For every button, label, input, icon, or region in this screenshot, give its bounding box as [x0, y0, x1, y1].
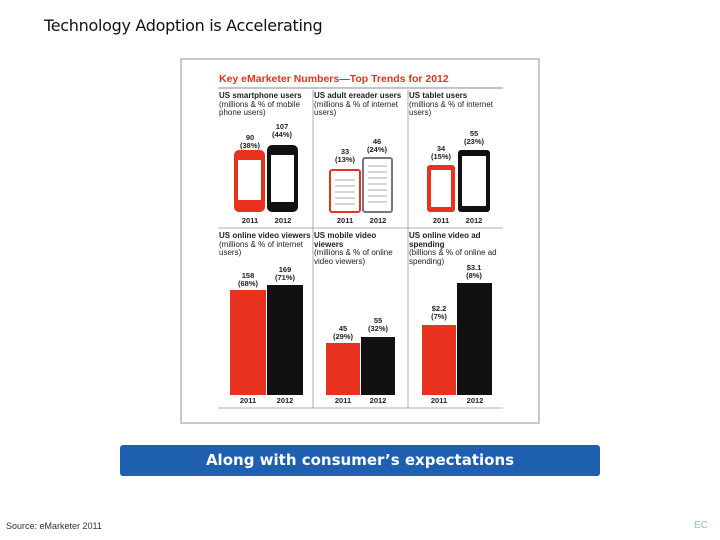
ereader-icon: [329, 169, 361, 213]
panel-subtitle: (millions & % of internet users): [314, 99, 399, 117]
banner: Along with consumer’s expectations: [120, 445, 600, 476]
slide-title: Technology Adoption is Accelerating: [44, 16, 323, 35]
panel-title-main: US smartphone users: [219, 91, 302, 100]
value-label: 33 (13%): [325, 148, 365, 164]
value: $3.1: [466, 263, 482, 272]
year-label: 2012: [466, 396, 484, 405]
value-label: 45 (29%): [323, 325, 363, 341]
share: (71%): [274, 273, 295, 282]
share: (13%): [334, 155, 355, 164]
tablet-screen: [462, 156, 486, 206]
share: (15%): [430, 152, 451, 161]
panel-title: US tablet users (millions & % of internet…: [409, 91, 501, 118]
year-label: 2011: [241, 216, 259, 225]
value: 55: [469, 129, 479, 138]
value-label: 90 (38%): [230, 134, 270, 150]
share: (68%): [237, 279, 258, 288]
panel-subtitle: (millions & % of online video viewers): [314, 248, 393, 266]
panel-title-main: US mobile video viewers: [314, 231, 377, 249]
value: 34: [436, 144, 446, 153]
value-label: 107 (44%): [262, 123, 302, 139]
panel-subtitle: (millions & % of internet users): [219, 239, 304, 257]
bar: [230, 290, 266, 395]
share: (8%): [466, 271, 482, 280]
share: (44%): [271, 130, 292, 139]
panel-title: US online video ad spending (billions & %…: [409, 231, 501, 266]
panel-title: US mobile video viewers (millions & % of …: [314, 231, 406, 266]
year-label: 2011: [336, 216, 354, 225]
year-label: 2012: [465, 216, 483, 225]
share: (29%): [332, 332, 353, 341]
phone-screen: [271, 155, 294, 202]
value-label: $2.2 (7%): [419, 305, 459, 321]
panel-subtitle: (billions & % of online ad spending): [409, 248, 497, 266]
year-label: 2012: [369, 216, 387, 225]
panel-title: US smartphone users (millions & % of mobi…: [219, 91, 311, 118]
year-label: 2012: [369, 396, 387, 405]
infographic-heading: Key eMarketer Numbers—Top Trends for 201…: [219, 73, 449, 85]
tablet-screen: [431, 170, 451, 207]
bar: [267, 285, 303, 395]
value-label: $3.1 (8%): [454, 264, 494, 280]
year-label: 2011: [432, 216, 450, 225]
share: (38%): [239, 141, 260, 150]
year-label: 2012: [274, 216, 292, 225]
value: 33: [340, 147, 350, 156]
panel-title: US adult ereader users (millions & % of i…: [314, 91, 406, 118]
share: (24%): [366, 145, 387, 154]
share: (23%): [463, 137, 484, 146]
value: $2.2: [431, 304, 447, 313]
value-label: 46 (24%): [357, 138, 397, 154]
value-label: 158 (68%): [228, 272, 268, 288]
value: 158: [241, 271, 255, 280]
bar: [422, 325, 456, 395]
value: 169: [278, 265, 292, 274]
year-label: 2011: [334, 396, 352, 405]
panel-subtitle: (millions & % of mobile phone users): [219, 99, 300, 117]
panel-title: US online video viewers (millions & % of …: [219, 231, 311, 258]
bar: [361, 337, 395, 395]
text-lines: [335, 165, 387, 205]
panel-title-main: US tablet users: [409, 91, 468, 100]
value: 46: [372, 137, 382, 146]
value-label: 34 (15%): [421, 145, 461, 161]
footer-mark: EC: [694, 520, 708, 531]
bar: [457, 283, 492, 395]
share: (32%): [367, 324, 388, 333]
panel-subtitle: (millions & % of internet users): [409, 99, 494, 117]
value-label: 55 (23%): [454, 130, 494, 146]
source-note: Source: eMarketer 2011: [6, 521, 102, 531]
value: 107: [275, 122, 289, 131]
phone-screen: [238, 160, 261, 200]
year-label: 2011: [430, 396, 448, 405]
value-label: 55 (32%): [358, 317, 398, 333]
panel-title-main: US online video viewers: [219, 231, 311, 240]
panel-title-main: US online video ad spending: [409, 231, 481, 249]
year-label: 2012: [276, 396, 294, 405]
bar: [326, 343, 360, 395]
value: 90: [245, 133, 255, 142]
value: 45: [338, 324, 348, 333]
value: 55: [373, 316, 383, 325]
year-label: 2011: [239, 396, 257, 405]
share: (7%): [431, 312, 447, 321]
value-label: 169 (71%): [265, 266, 305, 282]
panel-title-main: US adult ereader users: [314, 91, 402, 100]
